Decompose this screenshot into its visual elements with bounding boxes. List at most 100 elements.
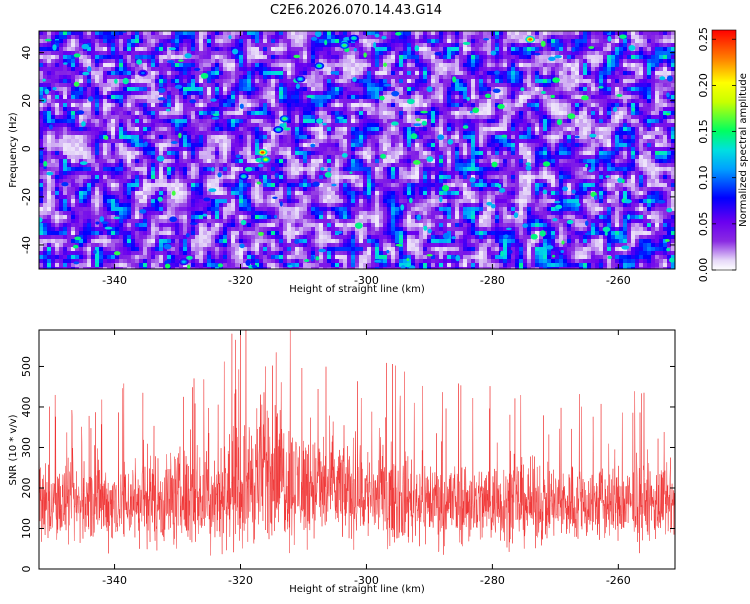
spectrogram-cell bbox=[495, 115, 500, 120]
spectrogram-cell bbox=[251, 91, 256, 96]
spectrogram-cell bbox=[231, 91, 236, 96]
spectrogram-cell bbox=[491, 43, 496, 48]
spectrogram-cell bbox=[651, 79, 656, 84]
spectrogram-cell bbox=[483, 119, 488, 124]
spectrogram-cell bbox=[671, 87, 675, 92]
spectrogram-cell bbox=[87, 35, 92, 40]
spectrogram-cell bbox=[471, 99, 476, 104]
spectrogram-cell bbox=[139, 155, 144, 160]
spectrogram-cell bbox=[411, 59, 416, 64]
spectrogram-cell bbox=[471, 31, 476, 36]
spectrogram-cell bbox=[479, 107, 484, 112]
spectrogram-cell bbox=[467, 67, 472, 72]
spectrogram-cell bbox=[323, 135, 328, 140]
spectrogram-cell bbox=[347, 139, 352, 144]
spectrogram-cell bbox=[535, 31, 540, 36]
spectrogram-cell bbox=[71, 119, 76, 124]
spectrogram-cell bbox=[639, 87, 644, 92]
spectrogram-cell bbox=[163, 115, 168, 120]
spectrogram-cell bbox=[231, 111, 236, 116]
spectrogram-cell bbox=[531, 83, 536, 88]
spectrogram-cell bbox=[51, 99, 56, 104]
spectrogram-cell bbox=[103, 111, 108, 116]
spectrogram-cell bbox=[491, 147, 496, 152]
spectrogram-cell bbox=[251, 31, 256, 36]
spectrogram-cell bbox=[207, 47, 212, 52]
spectrogram-cell bbox=[279, 155, 284, 160]
spectrogram-cell bbox=[283, 83, 288, 88]
spectrogram-cell bbox=[43, 123, 48, 128]
spectrogram-cell bbox=[647, 67, 652, 72]
spectrogram-cell bbox=[395, 43, 400, 48]
spectrogram-cell bbox=[275, 91, 280, 96]
spectrogram-cell bbox=[411, 87, 416, 92]
spectrogram-cell bbox=[535, 75, 540, 80]
spectrogram-cell bbox=[431, 107, 436, 112]
spectrogram-cell bbox=[435, 103, 440, 108]
spectrogram-cell bbox=[399, 151, 404, 156]
spectrogram-cell bbox=[287, 71, 292, 76]
spectrogram-cell bbox=[519, 71, 524, 76]
spectrogram-cell bbox=[267, 87, 272, 92]
spectrogram-cell bbox=[91, 91, 96, 96]
spectrogram-cell bbox=[155, 75, 160, 80]
spectrogram-cell bbox=[383, 67, 388, 72]
spectrogram-cell bbox=[491, 39, 496, 44]
spectrogram-cell bbox=[107, 107, 112, 112]
spectrogram-cell bbox=[167, 111, 172, 116]
spectrogram-cell bbox=[595, 71, 600, 76]
spectrogram-cell bbox=[115, 107, 120, 112]
spectrogram-cell bbox=[279, 99, 284, 104]
spectrogram-cell bbox=[579, 63, 584, 68]
spectrogram-cell bbox=[183, 123, 188, 128]
spectrogram-cell bbox=[567, 39, 572, 44]
spectrogram-cell bbox=[491, 111, 496, 116]
spectrogram-cell bbox=[343, 131, 348, 136]
spectrogram-cell bbox=[363, 83, 368, 88]
spectrogram-cell bbox=[135, 135, 140, 140]
spectrogram-cell bbox=[43, 87, 48, 92]
spectrogram-cell bbox=[135, 39, 140, 44]
spectrogram-cell bbox=[71, 31, 76, 36]
spectrogram-cell bbox=[79, 83, 84, 88]
spectrogram-cell bbox=[67, 79, 72, 84]
spectrogram-cell bbox=[127, 59, 132, 64]
spectrogram-cell bbox=[359, 151, 364, 156]
spectrogram-cell bbox=[375, 71, 380, 76]
spectrogram-cell bbox=[207, 111, 212, 116]
spectrogram-cell bbox=[319, 59, 324, 64]
spectrogram-cell bbox=[575, 111, 580, 116]
spectrogram-cell bbox=[223, 119, 228, 124]
spectrogram-cell bbox=[483, 107, 488, 112]
spectrogram-cell bbox=[43, 63, 48, 68]
spectrogram-cell bbox=[287, 103, 292, 108]
spectrogram-cell bbox=[347, 119, 352, 124]
spectrogram-cell bbox=[587, 111, 592, 116]
spectrogram-cell bbox=[467, 119, 472, 124]
spectrogram-cell bbox=[103, 59, 108, 64]
spectrogram-cell bbox=[403, 75, 408, 80]
spectrogram-cell bbox=[215, 151, 220, 156]
spectrogram-cell bbox=[307, 75, 312, 80]
spectrogram-cell bbox=[559, 87, 564, 92]
spectrogram-cell bbox=[623, 31, 628, 36]
spectrogram-cell bbox=[163, 135, 168, 140]
spectrogram-cell bbox=[251, 63, 256, 68]
spectrogram-cell bbox=[311, 99, 316, 104]
spectrogram-cell bbox=[655, 127, 660, 132]
spectrogram-cell bbox=[595, 79, 600, 84]
spectrogram-cell bbox=[223, 35, 228, 40]
spectrogram-cell bbox=[291, 155, 296, 160]
spectrogram-cell bbox=[419, 55, 424, 60]
spectrogram-cell bbox=[647, 135, 652, 140]
spectrogram-cell bbox=[315, 35, 320, 40]
spectrogram-cell bbox=[219, 123, 224, 128]
spectrogram-cell bbox=[255, 155, 260, 160]
spectrogram-cell bbox=[487, 47, 492, 52]
spectrogram-cell bbox=[527, 139, 532, 144]
spectrogram-cell bbox=[135, 55, 140, 60]
spectrogram-cell bbox=[531, 75, 536, 80]
spectrogram-cell bbox=[631, 123, 636, 128]
spectrogram-cell bbox=[367, 139, 372, 144]
spectrogram-cell bbox=[587, 103, 592, 108]
